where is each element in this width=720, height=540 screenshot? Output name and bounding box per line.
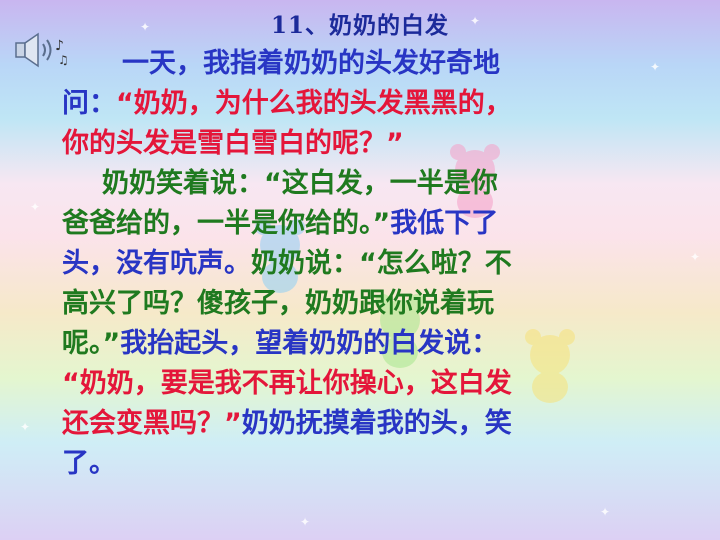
text-segment: 还会变黑吗？” <box>62 408 242 439</box>
text-segment: 奶奶抚摸着我的头，笑 <box>241 408 512 439</box>
sparkle: ✦ <box>300 515 311 529</box>
svg-text:♫: ♫ <box>58 53 68 67</box>
text-segment: 问： <box>62 88 116 119</box>
text-line: 呢。”我抬起头，望着奶奶的白发说： <box>62 324 672 364</box>
text-segment: 头，没有吭声。 <box>62 248 251 279</box>
blue-bear-decoration <box>255 219 305 293</box>
text-segment: 我低下了 <box>390 208 499 239</box>
sparkle: ✦ <box>650 60 661 74</box>
text-line: 了。 <box>62 444 672 484</box>
text-line: 一天，我指着奶奶的头发好奇地 <box>62 44 672 84</box>
text-segment: 一天，我指着奶奶的头发好奇地 <box>122 48 500 79</box>
story-text: 一天，我指着奶奶的头发好奇地 问：“奶奶，为什么我的头发黑黑的， 你的头发是雪白雪白… <box>62 44 672 484</box>
page-title: 11、奶奶的白发 <box>270 12 449 39</box>
text-segment: 奶奶笑着说：“这白发，一半是你 <box>102 168 498 199</box>
text-line: 奶奶笑着说：“这白发，一半是你 <box>62 164 672 204</box>
speaker-music-icon[interactable]: ♪ ♫ <box>12 30 68 70</box>
text-line: 问：“奶奶，为什么我的头发黑黑的， <box>62 84 672 124</box>
text-line: 还会变黑吗？”奶奶抚摸着我的头，笑 <box>62 404 672 444</box>
sparkle: ✦ <box>470 14 481 28</box>
svg-text:♪: ♪ <box>55 38 64 54</box>
text-line: 爸爸给的，一半是你给的。”我低下了 <box>62 204 672 244</box>
text-line: 头，没有吭声。奶奶说：“怎么啦？不 <box>62 244 672 284</box>
sparkle: ✦ <box>140 20 151 34</box>
text-line: 你的头发是雪白雪白的呢？” <box>62 124 672 164</box>
text-segment: 呢。” <box>62 328 121 359</box>
sparkle: ✦ <box>30 200 41 214</box>
yellow-bear-decoration <box>525 329 575 403</box>
pink-bear-decoration <box>450 144 500 218</box>
text-line: “奶奶，要是我不再让你操心，这白发 <box>62 364 672 404</box>
text-segment: “奶奶，要是我不再让你操心，这白发 <box>62 368 512 399</box>
text-segment: 高兴了吗？傻孩子，奶奶跟你说着玩 <box>62 288 494 319</box>
green-bear-decoration <box>375 294 425 368</box>
sparkle: ✦ <box>20 420 31 434</box>
text-segment: 你的头发是雪白雪白的呢？” <box>62 128 404 159</box>
text-line: 高兴了吗？傻孩子，奶奶跟你说着玩 <box>62 284 672 324</box>
text-segment: 了。 <box>62 448 116 479</box>
text-segment: 奶奶说：“怎么啦？不 <box>251 248 512 279</box>
sparkle: ✦ <box>690 250 701 264</box>
text-segment: 爸爸给的，一半是你给的。” <box>62 208 391 239</box>
sparkle: ✦ <box>600 505 611 519</box>
text-segment: 我抬起头，望着奶奶的白发说： <box>120 328 499 359</box>
text-segment: “奶奶，为什么我的头发黑黑的， <box>116 88 512 119</box>
